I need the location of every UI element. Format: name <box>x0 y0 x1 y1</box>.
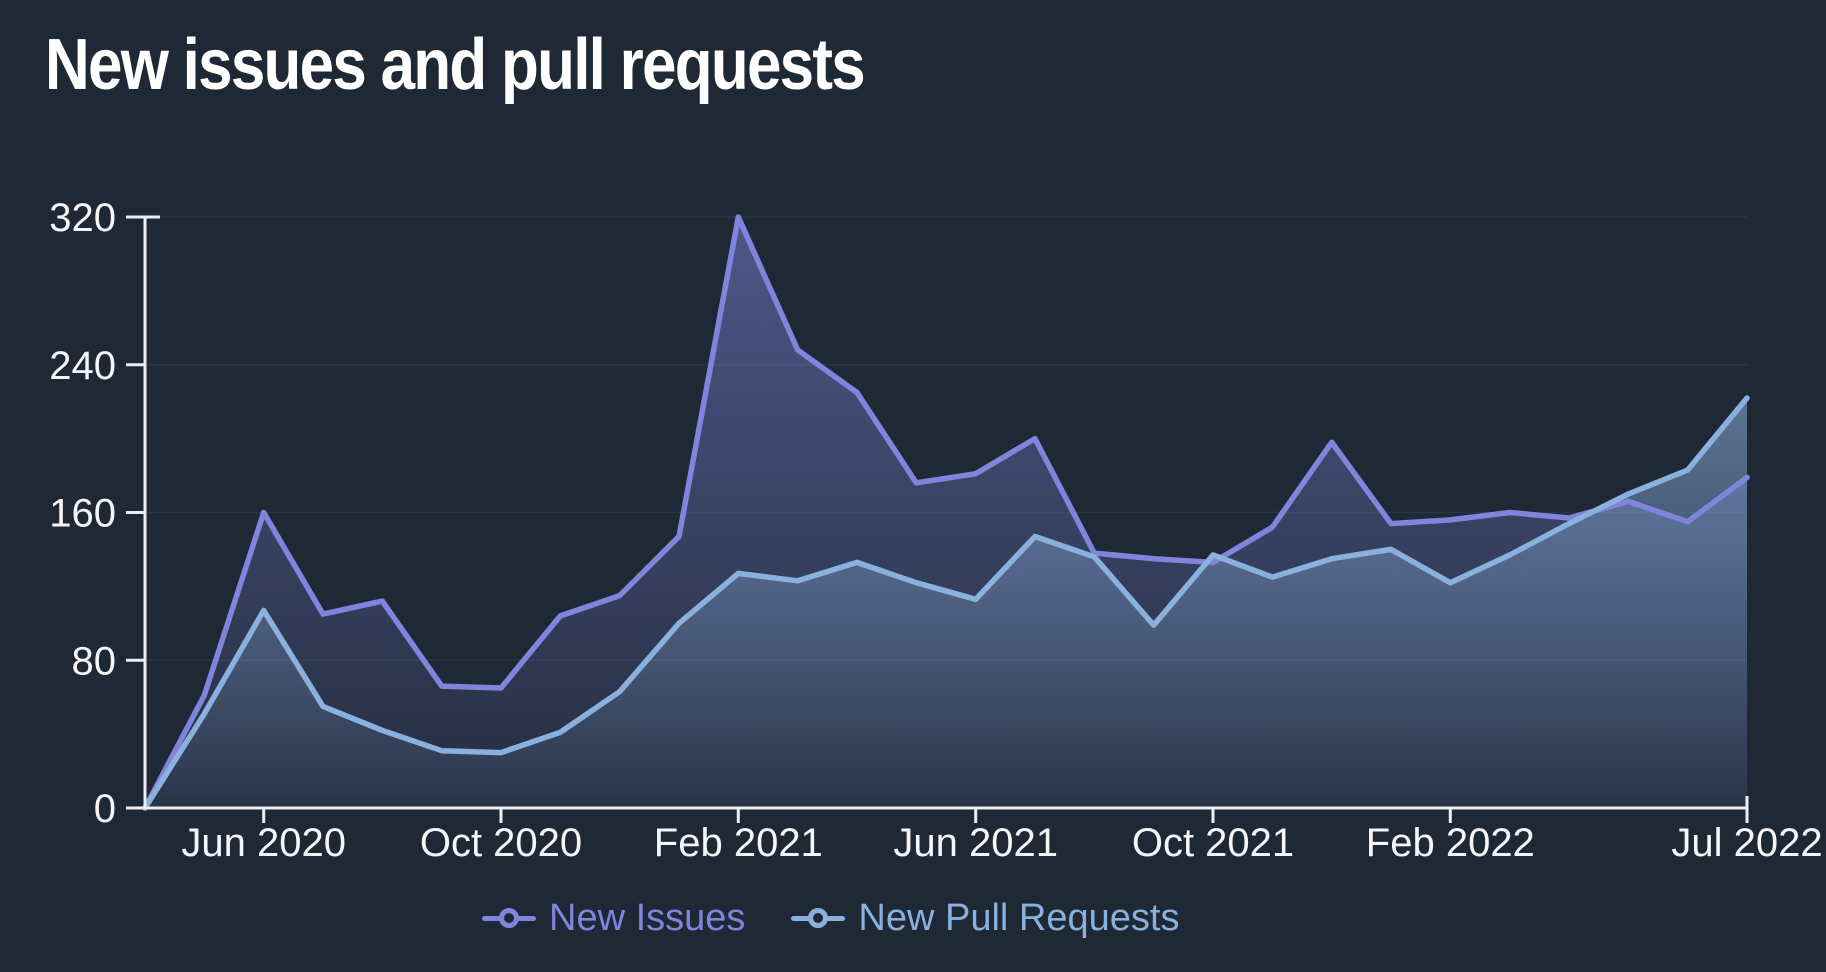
legend-item-new-issues[interactable]: New Issues <box>482 899 745 937</box>
legend-label: New Issues <box>549 897 746 939</box>
x-tick-label: Jun 2021 <box>893 821 1058 865</box>
y-tick-label: 240 <box>49 344 116 388</box>
pull-requests-area <box>145 398 1747 808</box>
line-dot-marker-icon <box>791 908 846 928</box>
ring-icon <box>499 908 519 928</box>
legend-label: New Pull Requests <box>858 897 1180 939</box>
page-title: New issues and pull requests <box>45 25 866 105</box>
chart-legend: New Issues New Pull Requests <box>482 896 1179 940</box>
ring-icon <box>808 908 829 928</box>
x-tick-label: Oct 2020 <box>420 821 582 865</box>
y-tick-label: 320 <box>49 196 116 240</box>
x-tick-label: Jul 2022 <box>1671 821 1822 865</box>
legend-item-new-pull-requests[interactable]: New Pull Requests <box>791 899 1179 937</box>
x-tick-label: Jun 2020 <box>181 821 346 865</box>
y-tick-label: 160 <box>49 492 116 536</box>
y-tick-label: 0 <box>94 787 116 831</box>
line-dot-marker-icon <box>482 908 536 928</box>
issues-line <box>142 214 1750 811</box>
x-tick-label: Feb 2022 <box>1366 821 1535 865</box>
x-tick-label: Oct 2021 <box>1132 821 1294 865</box>
pull-requests-line <box>142 395 1750 811</box>
y-tick-label: 80 <box>72 639 117 683</box>
x-tick-label: Feb 2021 <box>654 821 823 865</box>
